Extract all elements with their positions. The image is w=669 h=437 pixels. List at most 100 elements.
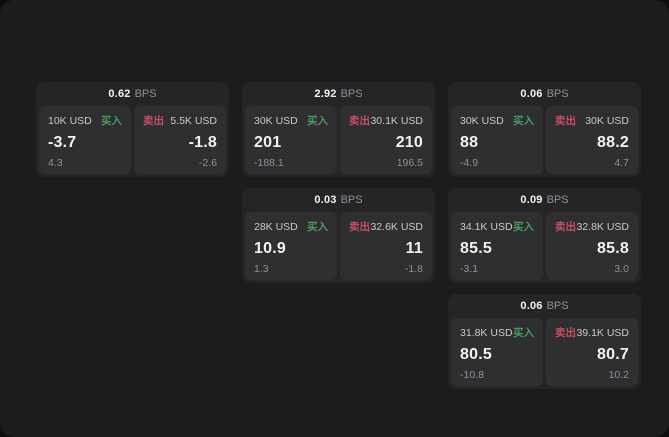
buy-amount-label: 10K USD xyxy=(48,115,92,127)
quote-card: 0.06 BPS 31.8K USD 买入 80.5 -10.8 卖出 39.1… xyxy=(448,294,641,389)
bps-unit-label: BPS xyxy=(546,194,569,206)
quote-card: 0.06 BPS 30K USD 买入 88 -4.9 卖出 30K USD 8… xyxy=(448,82,641,177)
buy-price-value: 10.9 xyxy=(254,239,286,257)
buy-side-badge: 买入 xyxy=(307,221,328,233)
buy-quote-tile[interactable]: 34.1K USD 买入 85.5 -3.1 xyxy=(451,212,543,280)
buy-delta-value: -3.1 xyxy=(460,262,479,275)
sell-amount-label: 39.1K USD xyxy=(576,327,629,339)
sell-delta-value: 196.5 xyxy=(396,156,423,169)
cards-grid: 0.62 BPS 10K USD 买入 -3.7 4.3 卖出 5.5K USD… xyxy=(36,82,641,389)
sell-amount-label: 30K USD xyxy=(585,115,629,127)
buy-delta-value: -10.8 xyxy=(460,368,484,381)
sell-delta-value: -2.6 xyxy=(198,156,217,169)
sell-price-value: 85.8 xyxy=(597,239,629,257)
buy-price-value: 80.5 xyxy=(460,345,492,363)
sell-side-badge: 卖出 xyxy=(349,115,370,127)
buy-tile-header: 10K USD 买入 xyxy=(48,113,122,128)
buy-quote-tile[interactable]: 30K USD 买入 201 -188.1 xyxy=(245,106,337,174)
buy-price-value: 85.5 xyxy=(460,239,492,257)
bps-value: 0.06 xyxy=(520,88,543,100)
buy-price-value: 201 xyxy=(254,133,282,151)
bps-value: 2.92 xyxy=(314,88,337,100)
sell-amount-label: 32.6K USD xyxy=(370,221,423,233)
bps-value: 0.03 xyxy=(314,194,337,206)
buy-amount-label: 31.8K USD xyxy=(460,327,513,339)
buy-side-badge: 买入 xyxy=(307,115,328,127)
bps-value: 0.06 xyxy=(520,300,543,312)
quote-card: 0.09 BPS 34.1K USD 买入 85.5 -3.1 卖出 32.8K… xyxy=(448,188,641,283)
sell-side-badge: 卖出 xyxy=(555,115,576,127)
card-body: 34.1K USD 买入 85.5 -3.1 卖出 32.8K USD 85.8… xyxy=(451,212,638,280)
bps-value: 0.09 xyxy=(520,194,543,206)
buy-side-badge: 买入 xyxy=(513,115,534,127)
sell-tile-header: 卖出 39.1K USD xyxy=(555,325,629,340)
quote-card: 0.03 BPS 28K USD 买入 10.9 1.3 卖出 32.6K US… xyxy=(242,188,435,283)
sell-side-badge: 卖出 xyxy=(143,115,164,127)
sell-tile-header: 卖出 32.8K USD xyxy=(555,219,629,234)
buy-tile-header: 30K USD 买入 xyxy=(254,113,328,128)
buy-delta-value: -188.1 xyxy=(254,156,284,169)
buy-quote-tile[interactable]: 30K USD 买入 88 -4.9 xyxy=(451,106,543,174)
bps-unit-label: BPS xyxy=(546,300,569,312)
bps-unit-label: BPS xyxy=(134,88,157,100)
sell-amount-label: 32.8K USD xyxy=(576,221,629,233)
sell-tile-header: 卖出 5.5K USD xyxy=(143,113,217,128)
card-body: 30K USD 买入 88 -4.9 卖出 30K USD 88.2 4.7 xyxy=(451,106,638,174)
sell-side-badge: 卖出 xyxy=(555,327,576,339)
card-body: 31.8K USD 买入 80.5 -10.8 卖出 39.1K USD 80.… xyxy=(451,318,638,386)
buy-delta-value: 4.3 xyxy=(48,156,63,169)
sell-tile-header: 卖出 30.1K USD xyxy=(349,113,423,128)
sell-quote-tile[interactable]: 卖出 32.6K USD 11 -1.8 xyxy=(340,212,432,280)
buy-quote-tile[interactable]: 28K USD 买入 10.9 1.3 xyxy=(245,212,337,280)
bps-value: 0.62 xyxy=(108,88,131,100)
sell-delta-value: 4.7 xyxy=(614,156,629,169)
sell-side-badge: 卖出 xyxy=(555,221,576,233)
buy-quote-tile[interactable]: 10K USD 买入 -3.7 4.3 xyxy=(39,106,131,174)
sell-amount-label: 5.5K USD xyxy=(170,115,217,127)
sell-quote-tile[interactable]: 卖出 30.1K USD 210 196.5 xyxy=(340,106,432,174)
sell-quote-tile[interactable]: 卖出 39.1K USD 80.7 10.2 xyxy=(546,318,638,386)
buy-delta-value: 1.3 xyxy=(254,262,269,275)
sell-side-badge: 卖出 xyxy=(349,221,370,233)
sell-price-value: -1.8 xyxy=(188,133,217,151)
buy-tile-header: 34.1K USD 买入 xyxy=(460,219,534,234)
buy-tile-header: 31.8K USD 买入 xyxy=(460,325,534,340)
buy-quote-tile[interactable]: 31.8K USD 买入 80.5 -10.8 xyxy=(451,318,543,386)
buy-delta-value: -4.9 xyxy=(460,156,479,169)
buy-side-badge: 买入 xyxy=(101,115,122,127)
card-header: 0.06 BPS xyxy=(451,82,638,106)
buy-amount-label: 34.1K USD xyxy=(460,221,513,233)
card-body: 10K USD 买入 -3.7 4.3 卖出 5.5K USD -1.8 -2.… xyxy=(39,106,226,174)
bps-unit-label: BPS xyxy=(340,194,363,206)
bps-unit-label: BPS xyxy=(340,88,363,100)
sell-amount-label: 30.1K USD xyxy=(370,115,423,127)
card-header: 0.03 BPS xyxy=(245,188,432,212)
bps-unit-label: BPS xyxy=(546,88,569,100)
quote-card: 0.62 BPS 10K USD 买入 -3.7 4.3 卖出 5.5K USD… xyxy=(36,82,229,177)
sell-price-value: 11 xyxy=(405,239,423,257)
sell-quote-tile[interactable]: 卖出 30K USD 88.2 4.7 xyxy=(546,106,638,174)
buy-amount-label: 30K USD xyxy=(460,115,504,127)
buy-price-value: 88 xyxy=(460,133,479,151)
sell-quote-tile[interactable]: 卖出 5.5K USD -1.8 -2.6 xyxy=(134,106,226,174)
sell-price-value: 88.2 xyxy=(597,133,629,151)
buy-side-badge: 买入 xyxy=(513,221,534,233)
sell-price-value: 210 xyxy=(395,133,423,151)
buy-price-value: -3.7 xyxy=(48,133,77,151)
buy-tile-header: 30K USD 买入 xyxy=(460,113,534,128)
buy-side-badge: 买入 xyxy=(513,327,534,339)
buy-amount-label: 28K USD xyxy=(254,221,298,233)
sell-quote-tile[interactable]: 卖出 32.8K USD 85.8 3.0 xyxy=(546,212,638,280)
buy-amount-label: 30K USD xyxy=(254,115,298,127)
sell-tile-header: 卖出 30K USD xyxy=(555,113,629,128)
card-header: 2.92 BPS xyxy=(245,82,432,106)
card-header: 0.09 BPS xyxy=(451,188,638,212)
quote-card: 2.92 BPS 30K USD 买入 201 -188.1 卖出 30.1K … xyxy=(242,82,435,177)
card-body: 30K USD 买入 201 -188.1 卖出 30.1K USD 210 1… xyxy=(245,106,432,174)
sell-price-value: 80.7 xyxy=(597,345,629,363)
sell-delta-value: 3.0 xyxy=(614,262,629,275)
card-header: 0.06 BPS xyxy=(451,294,638,318)
card-body: 28K USD 买入 10.9 1.3 卖出 32.6K USD 11 -1.8 xyxy=(245,212,432,280)
buy-tile-header: 28K USD 买入 xyxy=(254,219,328,234)
